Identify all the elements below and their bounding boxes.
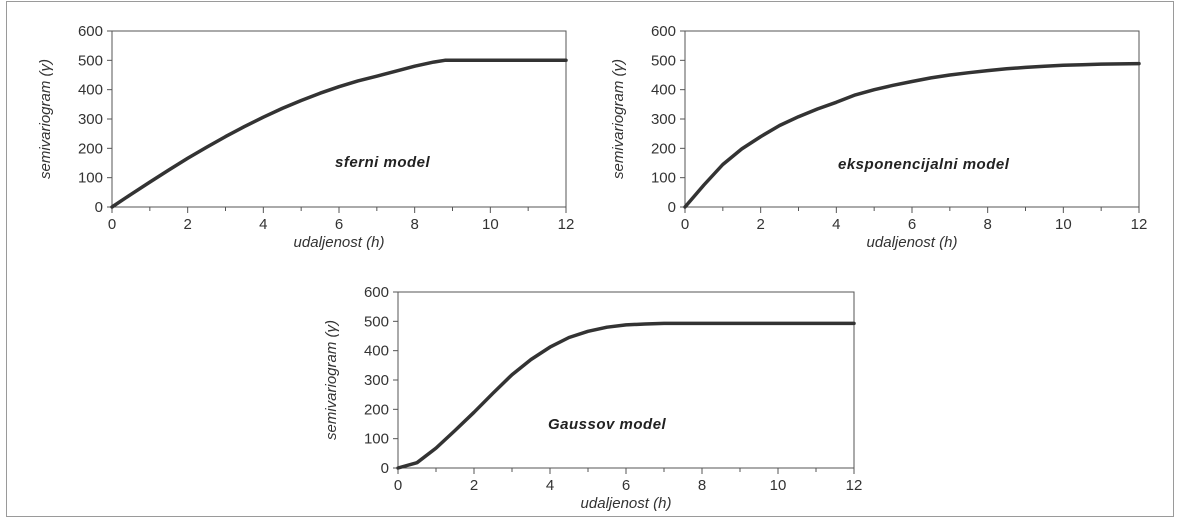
y-axis-label: semivariogram (γ)	[323, 320, 340, 440]
plot-area	[684, 30, 1140, 208]
x-tick-label: 12	[558, 216, 575, 233]
y-tick-label: 600	[364, 284, 389, 301]
y-tick-label: 500	[78, 52, 103, 69]
y-axis-label: semivariogram (γ)	[610, 59, 627, 179]
plot-area	[397, 291, 855, 469]
x-tick-label: 6	[335, 216, 343, 233]
figure-frame	[6, 1, 1174, 517]
y-tick-label: 600	[651, 23, 676, 40]
y-tick-label: 500	[651, 52, 676, 69]
x-tick-label: 6	[622, 477, 630, 494]
series-line	[683, 61, 1141, 209]
x-tick-label: 8	[410, 216, 418, 233]
x-tick-label: 10	[770, 477, 787, 494]
chart-sferni: 0 100 200 300 400 500 600 0 2 4 6 8 10 12 udaljenost (…	[37, 23, 575, 251]
y-tick-label: 600	[78, 23, 103, 40]
x-tick-label: 4	[546, 477, 554, 494]
x-tick-label: 10	[1055, 216, 1072, 233]
chart-eksponencijalni: 0 100 200 300 400 500 600 0 2 4 6 8 10 12 udaljenost (…	[610, 23, 1148, 251]
x-tick-label: 8	[983, 216, 991, 233]
y-tick-label: 0	[381, 460, 389, 477]
x-axis-label: udaljenost (h)	[294, 234, 385, 251]
model-annotation: Gaussov model	[548, 416, 667, 433]
y-tick-label: 400	[364, 343, 389, 360]
y-tick-label: 200	[651, 140, 676, 157]
chart-gaussov: 0 100 200 300 400 500 600 0 2 4 6 8 10 12 udaljenost (…	[323, 284, 863, 512]
y-tick-label: 200	[364, 401, 389, 418]
y-tick-label: 200	[78, 140, 103, 157]
x-axis-label: udaljenost (h)	[581, 495, 672, 512]
x-tick-label: 2	[183, 216, 191, 233]
x-tick-label: 8	[698, 477, 706, 494]
x-tick-label: 0	[394, 477, 402, 494]
x-tick-label: 10	[482, 216, 499, 233]
x-tick-label: 6	[908, 216, 916, 233]
y-axis-label: semivariogram (γ)	[37, 59, 54, 179]
plot-area	[111, 30, 567, 208]
y-tick-label: 400	[651, 82, 676, 99]
x-tick-label: 4	[832, 216, 840, 233]
y-tick-label: 0	[95, 199, 103, 216]
series-line	[396, 321, 856, 470]
y-tick-label: 100	[78, 170, 103, 187]
y-tick-label: 0	[668, 199, 676, 216]
y-tick-label: 500	[364, 313, 389, 330]
x-tick-label: 2	[470, 477, 478, 494]
x-tick-label: 2	[756, 216, 764, 233]
x-tick-label: 0	[681, 216, 689, 233]
y-tick-label: 300	[78, 111, 103, 128]
y-tick-label: 100	[364, 431, 389, 448]
y-tick-label: 300	[651, 111, 676, 128]
y-tick-label: 100	[651, 170, 676, 187]
series-line	[110, 58, 568, 209]
y-tick-label: 300	[364, 372, 389, 389]
y-tick-label: 400	[78, 82, 103, 99]
x-tick-label: 0	[108, 216, 116, 233]
model-annotation: sferni model	[335, 154, 431, 171]
x-tick-label: 4	[259, 216, 267, 233]
x-tick-label: 12	[846, 477, 863, 494]
x-tick-label: 12	[1131, 216, 1148, 233]
model-annotation: eksponencijalni model	[838, 156, 1010, 173]
x-axis-label: udaljenost (h)	[867, 234, 958, 251]
